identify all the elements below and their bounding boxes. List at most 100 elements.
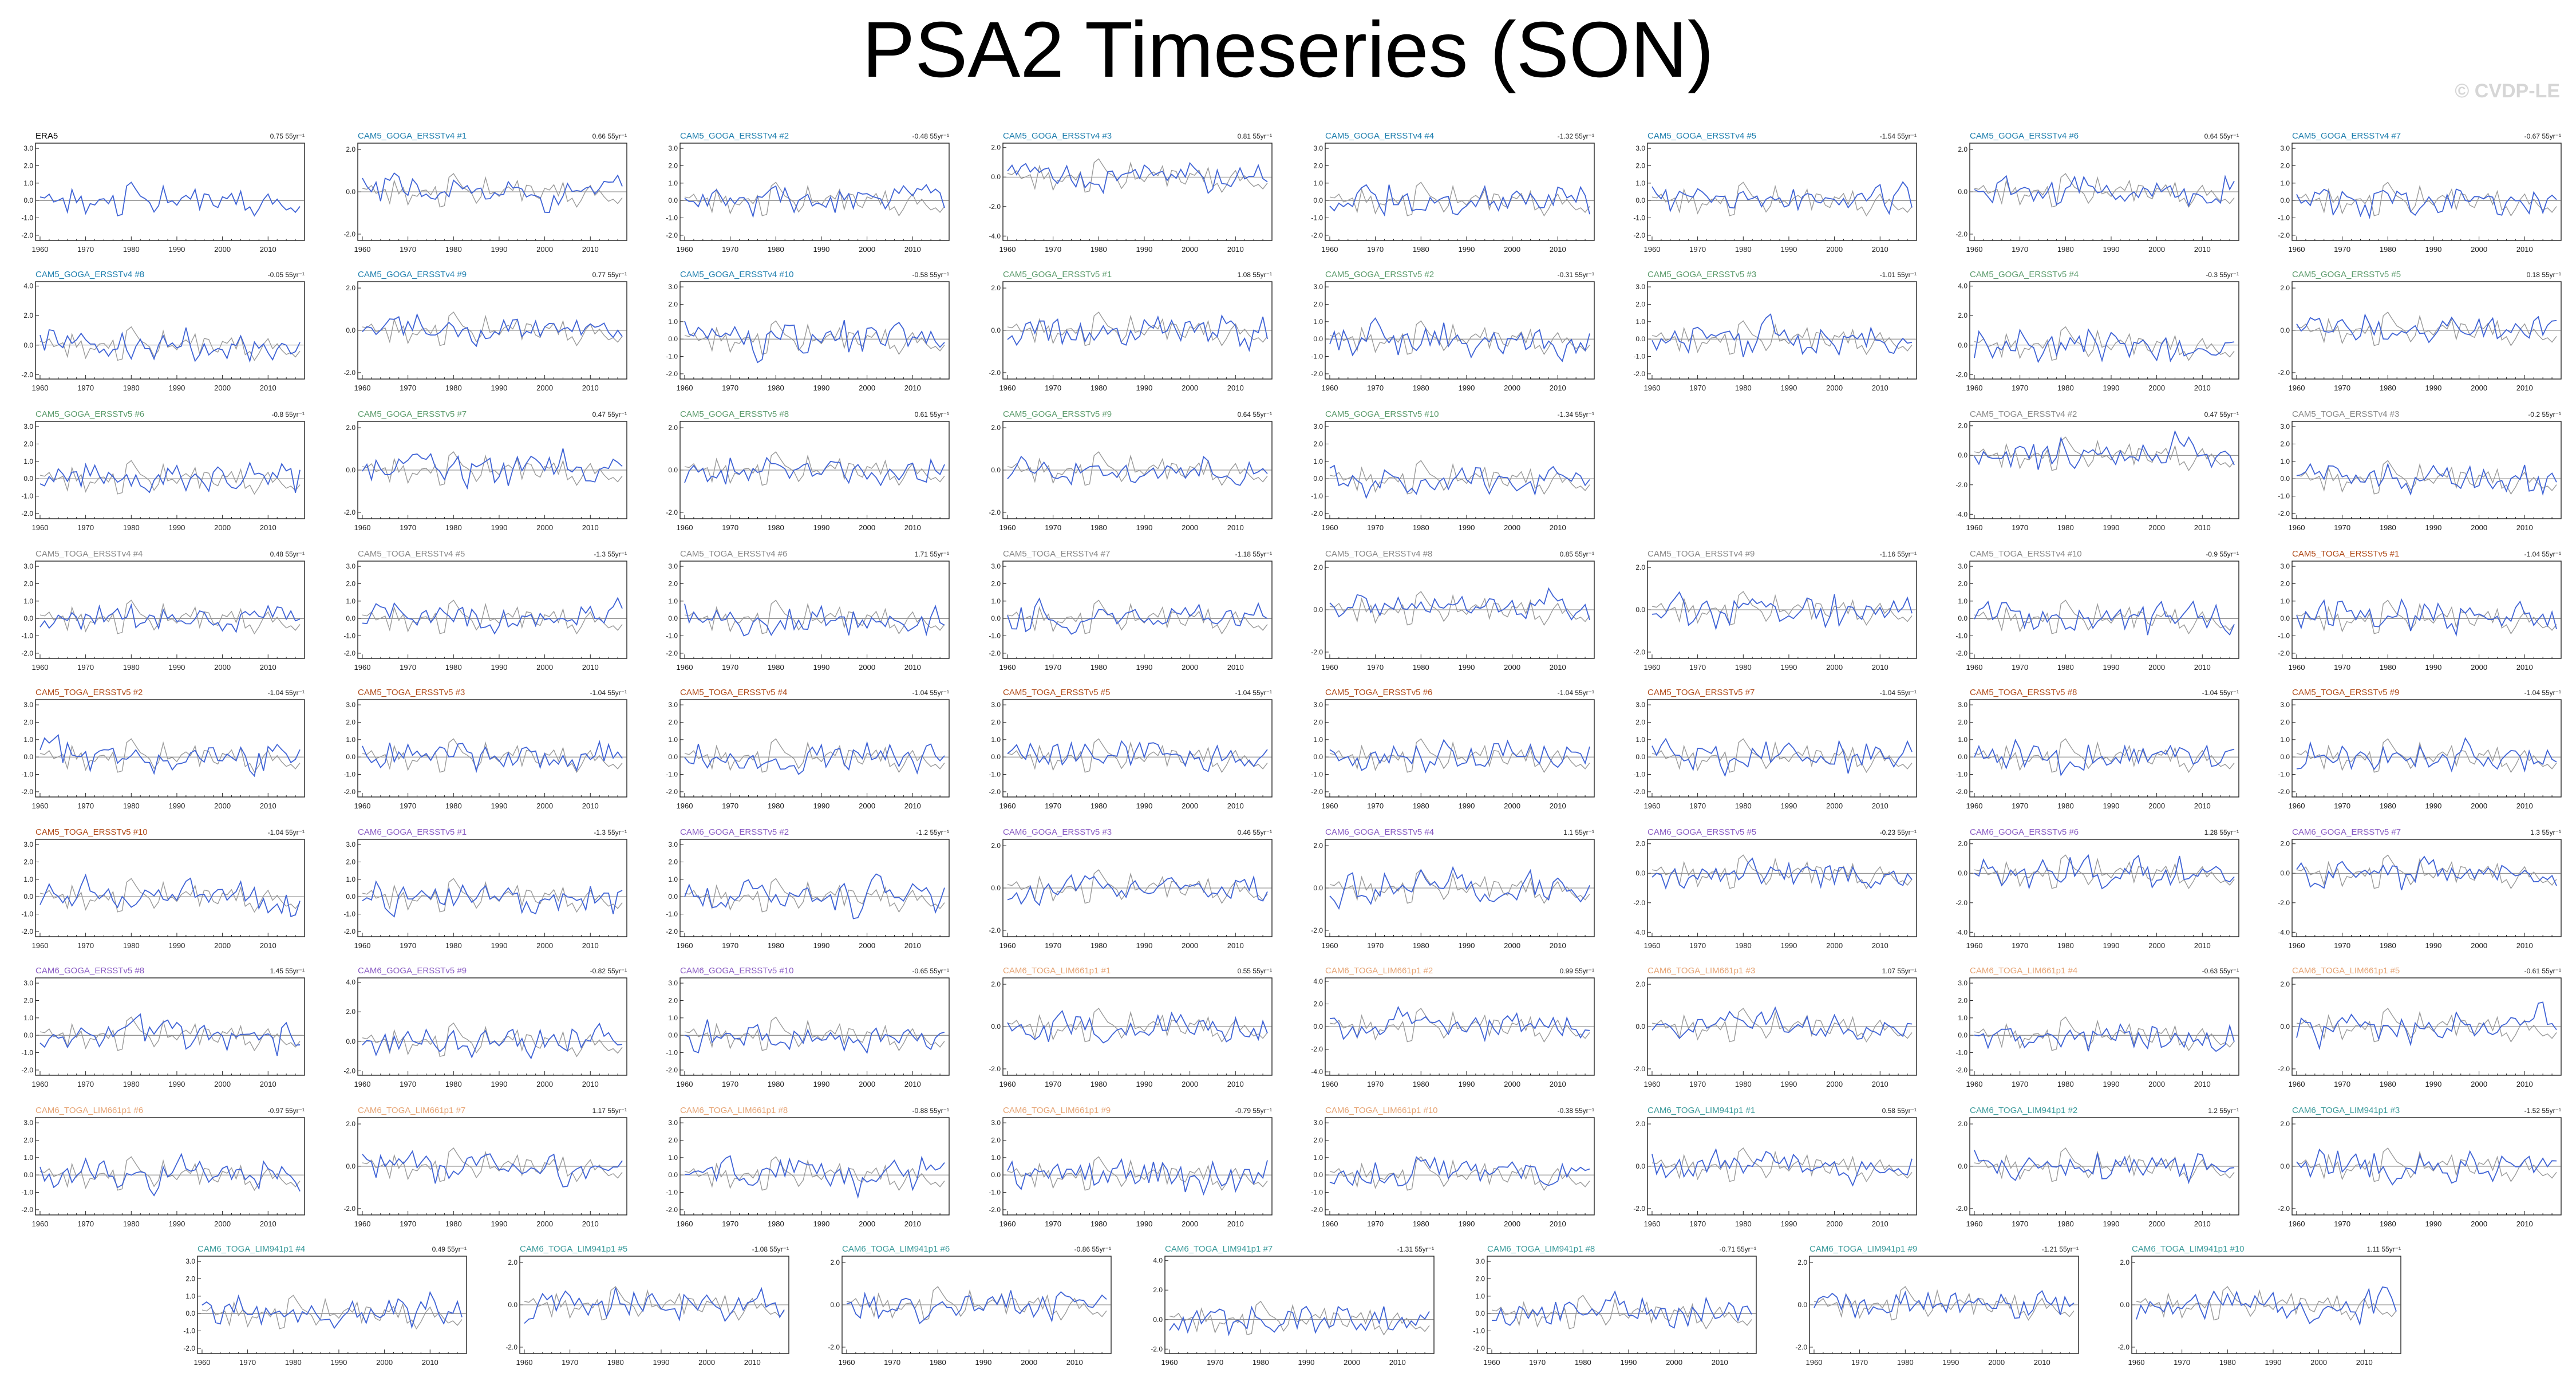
x-tick-label: 1970: [1367, 941, 1384, 950]
y-tick-label: -2.0: [343, 508, 355, 516]
x-tick-label: 1970: [1689, 384, 1706, 392]
x-tick-label: 2010: [1389, 1358, 1406, 1367]
y-tick-label: 3.0: [2280, 562, 2290, 570]
x-tick-label: 1960: [677, 802, 693, 810]
y-tick-label: 2.0: [1635, 1120, 1645, 1128]
x-tick-label: 1990: [491, 802, 507, 810]
x-tick-label: 2010: [1550, 384, 1566, 392]
timeseries-panel: CAM5_TOGA_ERSSTv4 #10 -0.9 55yr⁻¹ 3.0 2.0 1.…: [1955, 549, 2239, 672]
x-tick-label: 2010: [2194, 1080, 2211, 1088]
panel-trend: -0.31 55yr⁻¹: [1558, 271, 1594, 279]
x-tick-label: 2010: [2516, 1080, 2533, 1088]
y-tick-label: -1.0: [2278, 771, 2290, 779]
y-tick-label: 2.0: [1635, 980, 1645, 988]
x-tick-label: 2000: [2471, 384, 2487, 392]
y-tick-label: 0.0: [2280, 326, 2290, 334]
panel-title: CAM5_GOGA_ERSSTv5 #10: [1325, 409, 1439, 419]
panel-trend: -0.48 55yr⁻¹: [912, 132, 949, 140]
x-tick-label: 1970: [1045, 941, 1061, 950]
observed-series-line: [1652, 854, 1913, 890]
panel-title: CAM5_GOGA_ERSSTv4 #2: [680, 131, 789, 141]
y-tick-label: 3.0: [1313, 283, 1323, 291]
watermark: © CVDP-LE: [2455, 80, 2560, 102]
y-tick-label: -2.0: [1955, 1066, 1967, 1074]
y-tick-label: 1.0: [23, 875, 33, 883]
panel-title: CAM6_GOGA_ERSSTv5 #4: [1325, 827, 1434, 837]
x-tick-label: 1970: [2334, 384, 2350, 392]
x-tick-label: 2000: [859, 523, 875, 532]
x-tick-label: 1990: [1458, 523, 1475, 532]
timeseries-panel: CAM5_GOGA_ERSSTv5 #9 0.64 55yr⁻¹ 2.0 0.0 -2.…: [989, 409, 1273, 532]
panel-trend: -0.05 55yr⁻¹: [268, 271, 305, 279]
x-tick-label: 1980: [2380, 941, 2396, 950]
x-tick-label: 2010: [744, 1358, 761, 1367]
x-tick-label: 1980: [2380, 384, 2396, 392]
y-tick-label: 3.0: [668, 1119, 678, 1127]
y-tick-label: -2.0: [343, 230, 355, 238]
x-tick-label: 2010: [2516, 663, 2533, 672]
y-tick-label: 1.0: [668, 597, 678, 605]
y-tick-label: 0.0: [23, 1171, 33, 1179]
panel-trend: -0.67 55yr⁻¹: [2524, 132, 2561, 140]
y-tick-label: 0.0: [1635, 1023, 1645, 1031]
y-tick-label: 0.0: [1797, 1301, 1807, 1309]
y-tick-label: -2.0: [1633, 1065, 1645, 1073]
member-series-line: [1169, 1305, 1430, 1336]
observed-series-line: [1329, 181, 1590, 217]
y-tick-label: 0.0: [346, 1162, 355, 1170]
x-tick-label: 1960: [354, 802, 371, 810]
y-tick-label: 3.0: [2280, 701, 2290, 709]
y-tick-label: -1.0: [666, 771, 678, 779]
y-tick-label: 0.0: [1958, 451, 1967, 459]
timeseries-panel: CAM6_TOGA_LIM661p1 #2 0.99 55yr⁻¹ 4.0 2.0 0.…: [1311, 966, 1595, 1088]
x-tick-label: 2010: [904, 1220, 921, 1228]
y-tick-label: -1.0: [1633, 214, 1645, 222]
x-tick-label: 1980: [1091, 941, 1107, 950]
observed-series-line: [2296, 460, 2557, 495]
x-tick-label: 1960: [32, 941, 49, 950]
panel-title: CAM5_GOGA_ERSSTv4 #3: [1003, 131, 1112, 141]
panel-title: CAM5_GOGA_ERSSTv4 #6: [1970, 131, 2079, 141]
x-tick-label: 1990: [813, 941, 829, 950]
x-tick-label: 1990: [2103, 1080, 2119, 1088]
y-tick-label: -2.0: [1633, 788, 1645, 796]
panel-title: CAM6_GOGA_ERSSTv5 #1: [358, 827, 467, 837]
panel-title: CAM6_TOGA_LIM941p1 #7: [1165, 1244, 1273, 1254]
x-tick-label: 2000: [1826, 941, 1843, 950]
x-tick-label: 2010: [1550, 523, 1566, 532]
x-tick-label: 1980: [2057, 802, 2074, 810]
observed-series-line: [1652, 1147, 1913, 1182]
x-tick-label: 2010: [1872, 245, 1888, 254]
x-tick-label: 2010: [2034, 1358, 2050, 1367]
y-tick-label: -1.0: [21, 492, 33, 500]
observed-series-line: [362, 878, 623, 913]
panel-title: CAM6_TOGA_LIM941p1 #4: [197, 1244, 305, 1254]
panel-frame: [1002, 699, 1273, 798]
y-tick-label: 0.0: [1313, 475, 1323, 483]
y-tick-label: 0.0: [1635, 196, 1645, 204]
member-series-line: [1652, 1006, 1913, 1040]
x-tick-label: 1980: [2057, 245, 2074, 254]
y-tick-label: 3.0: [23, 423, 33, 431]
x-tick-label: 1970: [1045, 523, 1061, 532]
panel-title: CAM5_TOGA_ERSSTv5 #4: [680, 688, 787, 697]
y-tick-label: 0.0: [668, 466, 678, 474]
x-tick-label: 1980: [2380, 1080, 2396, 1088]
y-tick-label: 0.0: [2280, 614, 2290, 622]
x-tick-label: 2000: [1182, 941, 1198, 950]
x-tick-label: 2000: [214, 1220, 231, 1228]
x-tick-label: 1980: [123, 384, 140, 392]
observed-series-line: [362, 311, 623, 346]
y-tick-label: -1.0: [666, 910, 678, 918]
panel-title: CAM5_TOGA_ERSSTv4 #4: [35, 549, 143, 559]
observed-series-line: [2296, 854, 2557, 890]
y-tick-label: -4.0: [1955, 510, 1967, 518]
panel-trend: -0.9 55yr⁻¹: [2206, 550, 2239, 558]
panel-trend: 0.75 55yr⁻¹: [270, 132, 305, 140]
y-tick-label: 3.0: [1958, 979, 1967, 987]
panel-trend: -0.79 55yr⁻¹: [1235, 1107, 1272, 1115]
observed-series-line: [684, 1156, 945, 1191]
panel-frame: [2291, 561, 2562, 659]
panel-frame: [1969, 281, 2239, 380]
x-tick-label: 1980: [1735, 1220, 1752, 1228]
